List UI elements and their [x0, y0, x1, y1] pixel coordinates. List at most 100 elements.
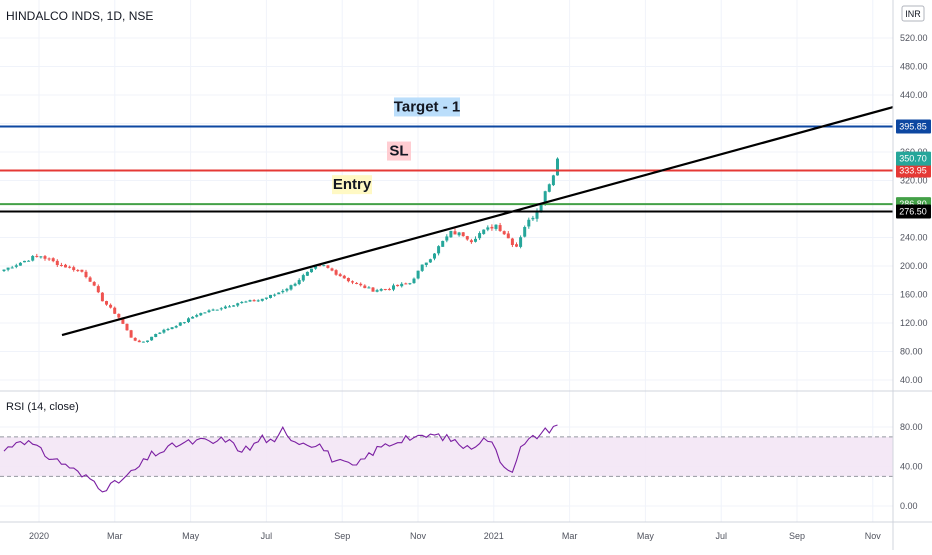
candle-body-23: [96, 286, 100, 293]
candle-body-63: [260, 298, 264, 301]
candle-body-118: [486, 227, 490, 230]
candle-99: [408, 282, 412, 285]
candle-0: [2, 269, 6, 272]
candle-53: [219, 307, 223, 311]
candle-112: [461, 231, 465, 237]
candle-body-15: [64, 264, 67, 268]
candle-113: [465, 235, 469, 241]
level-annotation-1[interactable]: SL: [387, 141, 411, 161]
candle-21: [88, 276, 92, 283]
axes[interactable]: 520.00480.00440.00400.00360.00320.00280.…: [29, 33, 928, 541]
trendline-line[interactable]: [61, 106, 894, 337]
candle-body-57: [236, 303, 240, 306]
level-annotations: Target - 1 SL Entry: [332, 97, 460, 195]
candle-body-109: [449, 230, 453, 238]
candle-body-65: [269, 294, 272, 298]
candle-30: [125, 323, 129, 331]
candle-body-117: [482, 229, 486, 234]
candle-26: [109, 303, 113, 309]
candle-body-130: [535, 210, 539, 219]
candle-body-42: [174, 326, 178, 328]
date-axis-tick-1: Mar: [107, 531, 123, 541]
candle-body-72: [297, 280, 301, 285]
candle-43: [178, 322, 182, 327]
candle-body-41: [170, 327, 174, 330]
candle-79: [326, 265, 330, 269]
candle-body-6: [27, 260, 31, 262]
candle-body-128: [527, 219, 531, 227]
candle-body-19: [80, 269, 84, 272]
candle-body-80: [330, 268, 334, 271]
date-axis-tick-8: May: [637, 531, 655, 541]
candle-48: [199, 312, 203, 317]
candle-body-35: [146, 340, 149, 342]
candle-body-85: [351, 281, 354, 283]
candle-126: [519, 235, 523, 249]
candle-23: [96, 284, 100, 294]
trendline: [61, 106, 894, 337]
candle-body-100: [412, 278, 416, 284]
level-price-tag-bg-3: [896, 204, 931, 219]
candle-87: [359, 282, 363, 287]
candle-body-16: [68, 266, 72, 268]
level-annotation-2[interactable]: Entry: [332, 175, 372, 195]
candle-95: [392, 283, 395, 292]
price-axis-tick-8: 200.00: [900, 261, 928, 271]
candle-123: [506, 231, 510, 239]
level-price-tag-label-3: 276.50: [899, 206, 927, 216]
date-axis-tick-2: May: [182, 531, 200, 541]
currency-badge[interactable]: INR: [901, 5, 925, 22]
price-axis-tick-1: 480.00: [900, 62, 928, 72]
candle-body-20: [84, 271, 88, 278]
candle-body-123: [506, 233, 510, 239]
candle-110: [453, 228, 457, 235]
level-price-tag-0: 395.85: [896, 119, 931, 134]
level-annotation-0[interactable]: Target - 1: [394, 97, 460, 117]
candle-86: [355, 282, 359, 285]
candle-35: [146, 340, 149, 343]
candles: [2, 157, 559, 343]
date-axis-tick-7: Mar: [562, 531, 578, 541]
candle-body-132: [543, 191, 547, 205]
candle-125: [515, 242, 518, 248]
candle-39: [162, 328, 166, 334]
candle-10: [43, 255, 47, 261]
candle-122: [502, 230, 506, 236]
candle-22: [92, 281, 96, 287]
candle-37: [154, 333, 158, 338]
candle-116: [478, 231, 482, 241]
candle-body-36: [150, 336, 154, 341]
candle-57: [236, 302, 240, 308]
candle-body-29: [121, 317, 125, 324]
candle-body-102: [420, 264, 424, 271]
candle-body-70: [289, 285, 293, 290]
candle-105: [433, 253, 436, 261]
level-annotation-label-2: Entry: [333, 176, 372, 193]
candle-body-47: [195, 315, 199, 317]
rsi-band-fill: [0, 436, 893, 477]
candle-body-71: [293, 283, 297, 286]
last-price-tag: 350.70: [896, 151, 931, 166]
candle-92: [379, 288, 383, 292]
level-annotation-bg-2: [332, 175, 372, 195]
candle-16: [68, 265, 72, 269]
candle-89: [367, 286, 371, 289]
candle-90: [371, 287, 375, 292]
level-annotation-label-1: SL: [389, 143, 408, 160]
candle-body-134: [551, 175, 555, 186]
candle-34: [141, 341, 145, 343]
candle-body-115: [474, 238, 477, 242]
candle-body-106: [437, 246, 441, 254]
candle-73: [301, 273, 305, 282]
candle-101: [416, 270, 420, 280]
candle-body-48: [199, 313, 203, 316]
candle-119: [490, 224, 494, 231]
candle-body-66: [273, 294, 277, 296]
candle-body-49: [203, 312, 207, 314]
candle-body-125: [515, 244, 518, 247]
candle-78: [322, 264, 326, 267]
candle-14: [59, 262, 63, 267]
candle-body-87: [359, 283, 363, 286]
